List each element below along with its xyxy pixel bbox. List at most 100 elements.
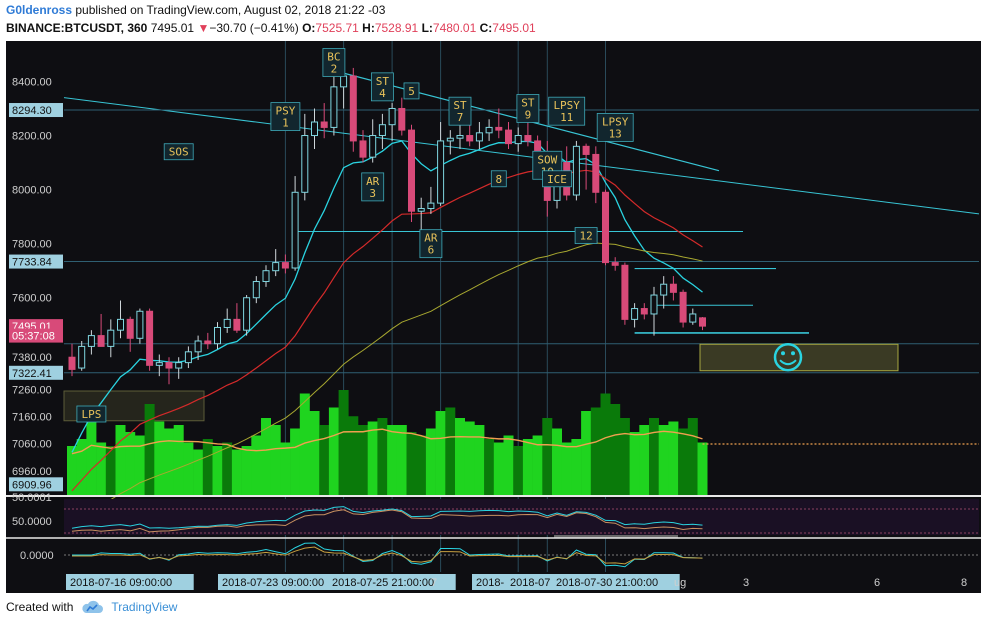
wyckoff-label: 8 bbox=[490, 170, 507, 188]
smiley-face bbox=[773, 342, 803, 372]
candle bbox=[640, 303, 648, 320]
badge-text: 05:37:08 bbox=[12, 331, 55, 343]
volume-bar bbox=[629, 432, 640, 495]
candle bbox=[252, 276, 260, 304]
candle-body bbox=[505, 129, 512, 145]
badge-text: 7733.84 bbox=[12, 257, 52, 269]
volume-bar bbox=[455, 418, 465, 495]
price-tick-label: 7260.00 bbox=[12, 385, 52, 397]
wyckoff-label: ST 9 bbox=[516, 94, 540, 123]
candle bbox=[398, 97, 406, 136]
label-box bbox=[270, 102, 301, 131]
wyckoff-label: LPSY 11 bbox=[548, 96, 586, 126]
volume-bar bbox=[367, 421, 378, 495]
label-line: LPSY bbox=[602, 115, 629, 128]
price-tick-label: 7800.00 bbox=[12, 239, 52, 251]
wyckoff-label: AR 6 bbox=[419, 229, 443, 259]
candle bbox=[505, 122, 512, 150]
badge-bg bbox=[9, 328, 63, 343]
volume-bar bbox=[144, 404, 155, 495]
volume-bar bbox=[125, 432, 136, 495]
volume-bar bbox=[416, 435, 427, 495]
time-label-text: 3 bbox=[743, 577, 749, 589]
candle bbox=[146, 308, 154, 371]
candle bbox=[330, 76, 338, 136]
tradingview-brand[interactable]: TradingView bbox=[111, 600, 178, 614]
label-line: 1 bbox=[282, 117, 289, 130]
candle bbox=[204, 332, 212, 350]
price-axis[interactable]: 8400.00 8200.00 8000.00 7800.00 7600.00 7380.… bbox=[9, 76, 63, 562]
candle-body bbox=[194, 340, 202, 353]
label-box bbox=[370, 72, 394, 102]
time-axis[interactable]: 2018-07-16 09:00:00 2018-07-23 09:00:00 20… bbox=[6, 572, 981, 593]
volume-bar bbox=[222, 442, 233, 495]
candle-body bbox=[631, 308, 639, 320]
author-name[interactable]: G0ldenross bbox=[6, 3, 73, 17]
candle-body bbox=[408, 129, 415, 212]
volume-bar bbox=[241, 446, 252, 495]
time-label-bg bbox=[552, 574, 680, 590]
candle-body bbox=[437, 140, 445, 204]
time-label-text: 2018-07-16 09:00:00 bbox=[70, 577, 172, 589]
candle-body bbox=[611, 262, 619, 266]
candle bbox=[514, 127, 522, 152]
time-label-text: 8 bbox=[961, 577, 967, 589]
candle-body bbox=[107, 329, 115, 347]
candle bbox=[679, 289, 687, 328]
label-text: 5 bbox=[408, 85, 415, 98]
candle bbox=[456, 122, 464, 150]
label-box bbox=[419, 229, 443, 259]
osc2-signal-line bbox=[72, 546, 703, 565]
candle-body bbox=[320, 121, 328, 128]
label-text: ST 4 bbox=[376, 75, 390, 100]
osc2-tick-label: 0.0000 bbox=[20, 550, 54, 562]
candle bbox=[689, 308, 697, 325]
time-label: 2018-07 bbox=[506, 574, 559, 590]
volume-bar bbox=[561, 442, 572, 495]
volume-bar bbox=[212, 446, 223, 495]
label-box bbox=[542, 170, 572, 188]
time-label: 3 bbox=[743, 577, 749, 589]
badge-text: 7322.41 bbox=[12, 368, 52, 380]
candle bbox=[117, 300, 124, 339]
volume-bar bbox=[493, 442, 504, 495]
candle-body bbox=[340, 75, 348, 88]
volume-bar bbox=[678, 428, 689, 495]
label-line: 6 bbox=[428, 244, 435, 257]
change-value: −30.70 (−0.41%) bbox=[209, 21, 299, 35]
price-level-badge: 7322.41 bbox=[9, 365, 63, 380]
volume-bar bbox=[86, 418, 97, 495]
label-line: 12 bbox=[579, 230, 592, 243]
high-value: 7528.91 bbox=[374, 21, 419, 35]
volume-bar bbox=[513, 446, 524, 495]
label-line: 9 bbox=[525, 108, 532, 121]
volume-bar bbox=[668, 421, 679, 495]
candle bbox=[349, 67, 357, 152]
wyckoff-label: PSY 1 bbox=[270, 102, 301, 131]
label-text: ST 9 bbox=[521, 96, 535, 121]
time-label: 6 bbox=[874, 577, 880, 589]
label-text: SOS bbox=[169, 146, 189, 159]
candle-body bbox=[640, 308, 648, 315]
price-chart[interactable]: LPSSOSPSY1BC2ST45AR3AR6ST78ST9LPSY11SOW1… bbox=[6, 41, 981, 593]
label-line: LPS bbox=[81, 408, 101, 421]
candle-body bbox=[456, 135, 464, 139]
last-price: 7495.01 bbox=[150, 21, 195, 35]
time-label: 8 bbox=[961, 577, 967, 589]
smiley-eye-left bbox=[781, 351, 785, 356]
candle bbox=[223, 308, 231, 333]
candle bbox=[291, 176, 299, 271]
candle-body bbox=[223, 318, 231, 328]
volume-bar bbox=[280, 442, 291, 495]
candle-body bbox=[369, 135, 377, 158]
volume-bar bbox=[474, 425, 485, 495]
volume-bar bbox=[377, 418, 388, 495]
candle-body bbox=[252, 281, 260, 299]
candle-body bbox=[485, 126, 493, 134]
volume-bar bbox=[76, 439, 87, 495]
label-line: SOW bbox=[537, 153, 557, 166]
volume-bar bbox=[96, 442, 107, 495]
badge-bg bbox=[9, 477, 63, 492]
smiley-icon bbox=[773, 342, 803, 372]
label-box bbox=[548, 96, 586, 126]
